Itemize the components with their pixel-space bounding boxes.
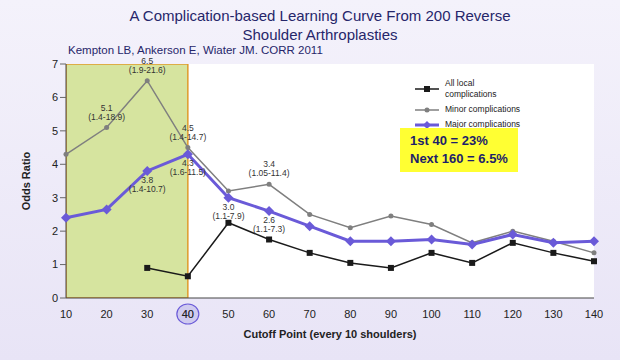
html-text:All local complications: All local complications: [445, 78, 497, 99]
svg-text:6: 6: [52, 91, 58, 103]
html-text:Kempton LB, Ankerson E, Wiater: Kempton LB, Ankerson E, Wiater JM. CORR …: [68, 44, 323, 56]
svg-text:2.6(1.1-7.3): 2.6(1.1-7.3): [253, 215, 285, 234]
html-text:A Complication-based Learning: A Complication-based Learning Curve From…: [129, 7, 511, 43]
svg-text:140: 140: [585, 308, 603, 320]
svg-text:3.4(1.05-11.4): 3.4(1.05-11.4): [249, 159, 290, 178]
svg-text:2: 2: [52, 225, 58, 237]
svg-text:10: 10: [60, 308, 72, 320]
svg-text:0: 0: [52, 292, 58, 304]
svg-text:4: 4: [52, 158, 58, 170]
svg-text:50: 50: [222, 308, 234, 320]
svg-text:30: 30: [141, 308, 153, 320]
svg-text:5: 5: [52, 125, 58, 137]
svg-text:5.1(1.4-18.9): 5.1(1.4-18.9): [88, 103, 125, 122]
svg-text:80: 80: [344, 308, 356, 320]
html-text:1st 40 = 23%: 1st 40 = 23%: [410, 133, 488, 148]
svg-text:90: 90: [385, 308, 397, 320]
svg-text:40: 40: [182, 308, 194, 320]
svg-text:Cutoff Point (every 10 shoulde: Cutoff Point (every 10 shoulders): [244, 328, 417, 340]
svg-text:7: 7: [52, 58, 58, 70]
svg-text:40: 40: [182, 308, 194, 320]
svg-text:110: 110: [463, 308, 481, 320]
svg-text:20: 20: [100, 308, 112, 320]
svg-text:70: 70: [304, 308, 316, 320]
svg-text:4.3(1.6-11.5): 4.3(1.6-11.5): [170, 158, 206, 177]
svg-text:130: 130: [544, 308, 562, 320]
svg-text:Odds Ratio: Odds Ratio: [20, 151, 32, 210]
svg-text:1: 1: [52, 258, 58, 270]
svg-text:3.8(1.4-10.7): 3.8(1.4-10.7): [129, 175, 166, 194]
html-text:Major complications: Major complications: [445, 119, 521, 129]
svg-text:100: 100: [422, 308, 440, 320]
html-text:Minor complications: Minor complications: [445, 104, 521, 114]
html-text:Next 160 = 6.5%: Next 160 = 6.5%: [410, 151, 508, 166]
svg-text:3.0(1.1-7.9): 3.0(1.1-7.9): [212, 202, 244, 221]
svg-text:4.5(1.4-14.7): 4.5(1.4-14.7): [169, 123, 206, 142]
svg-text:60: 60: [263, 308, 275, 320]
svg-text:6.5(1.9-21.6): 6.5(1.9-21.6): [129, 56, 166, 75]
svg-text:3: 3: [52, 192, 58, 204]
svg-text:120: 120: [504, 308, 522, 320]
